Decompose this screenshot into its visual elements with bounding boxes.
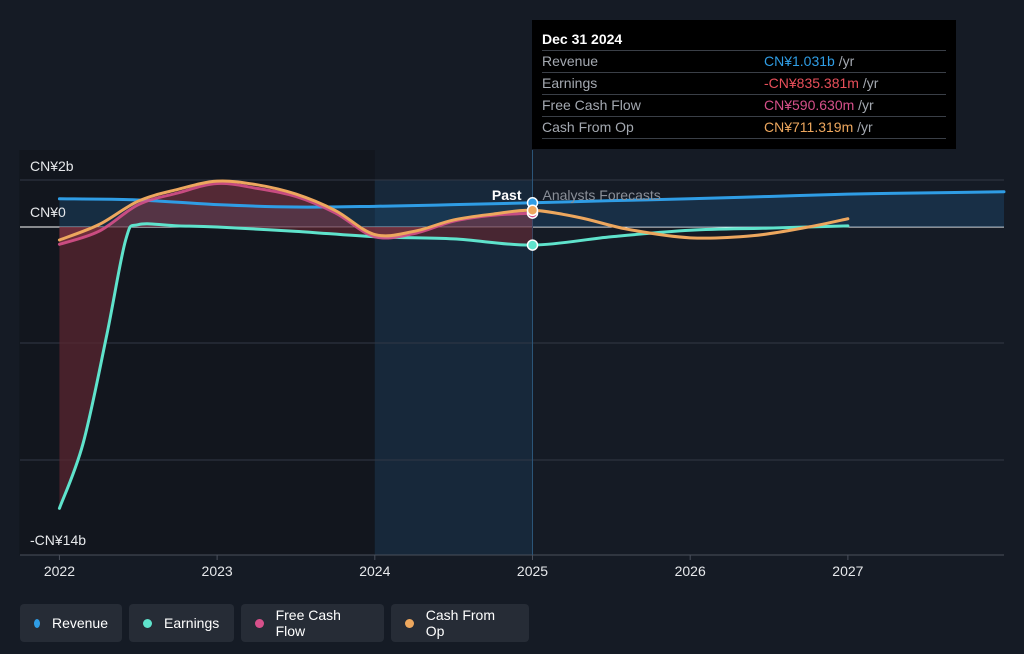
legend-label: Revenue bbox=[51, 615, 108, 631]
earnings-line bbox=[57, 222, 850, 510]
x-tick-label: 2026 bbox=[675, 563, 706, 579]
legend-cash-from-op[interactable]: Cash From Op bbox=[391, 604, 529, 642]
tooltip-label: Cash From Op bbox=[542, 119, 634, 135]
unit: /yr bbox=[853, 119, 873, 135]
fcf-dot-icon bbox=[255, 618, 264, 628]
marker-earnings bbox=[526, 239, 539, 251]
tooltip-value: CN¥1.031b /yr bbox=[764, 51, 854, 72]
earnings-area bbox=[59, 223, 533, 509]
fcf-area bbox=[59, 183, 533, 245]
legend-label: Cash From Op bbox=[425, 607, 495, 639]
legend-label: Earnings bbox=[164, 615, 220, 631]
tooltip-row-revenue: Revenue CN¥1.031b /yr bbox=[542, 51, 946, 73]
legend-earnings[interactable]: Earnings bbox=[129, 604, 234, 642]
tooltip-label: Earnings bbox=[542, 75, 598, 91]
revenue-dot-icon bbox=[34, 618, 40, 628]
chart-legend: Revenue Earnings Free Cash Flow Cash Fro… bbox=[20, 604, 529, 642]
forecast-label: Analysts Forecasts bbox=[543, 187, 661, 203]
cfo-value: CN¥711.319m bbox=[764, 119, 854, 135]
tooltip-value: CN¥711.319m /yr bbox=[764, 117, 873, 138]
tooltip-value: -CN¥835.381m /yr bbox=[764, 73, 878, 94]
legend-revenue[interactable]: Revenue bbox=[20, 604, 122, 642]
tooltip-row-earnings: Earnings -CN¥835.381m /yr bbox=[542, 73, 946, 95]
tooltip-label: Free Cash Flow bbox=[542, 97, 641, 113]
tooltip-value: CN¥590.630m /yr bbox=[764, 95, 874, 116]
cfo-line bbox=[57, 179, 850, 242]
marker-cfo bbox=[526, 204, 539, 217]
x-tick-label: 2027 bbox=[832, 563, 863, 579]
x-tick-label: 2025 bbox=[517, 563, 548, 579]
y-tick-label: -CN¥14b bbox=[30, 532, 86, 548]
x-tick-label: 2022 bbox=[44, 563, 75, 579]
earnings-dot-icon bbox=[143, 618, 152, 628]
unit: /yr bbox=[858, 75, 879, 91]
revenue-value: CN¥1.031b bbox=[764, 53, 835, 69]
tooltip-date: Dec 31 2024 bbox=[542, 28, 946, 51]
fcf-value: CN¥590.630m bbox=[764, 97, 855, 113]
y-tick-label: CN¥0 bbox=[30, 204, 66, 220]
past-label: Past bbox=[492, 187, 522, 203]
legend-label: Free Cash Flow bbox=[275, 607, 341, 639]
hover-tooltip: Dec 31 2024 Revenue CN¥1.031b /yr Earnin… bbox=[532, 20, 956, 149]
y-tick-label: CN¥2b bbox=[30, 158, 74, 174]
unit: /yr bbox=[854, 97, 874, 113]
unit: /yr bbox=[834, 53, 855, 69]
tooltip-row-cfo: Cash From Op CN¥711.319m /yr bbox=[542, 117, 946, 139]
cfo-dot-icon bbox=[405, 618, 414, 628]
tooltip-label: Revenue bbox=[542, 53, 599, 69]
legend-free-cash-flow[interactable]: Free Cash Flow bbox=[241, 604, 384, 642]
x-tick-label: 2024 bbox=[359, 563, 390, 579]
earnings-value: -CN¥835.381m bbox=[764, 75, 859, 91]
x-tick-label: 2023 bbox=[202, 563, 233, 579]
tooltip-row-fcf: Free Cash Flow CN¥590.630m /yr bbox=[542, 95, 946, 117]
